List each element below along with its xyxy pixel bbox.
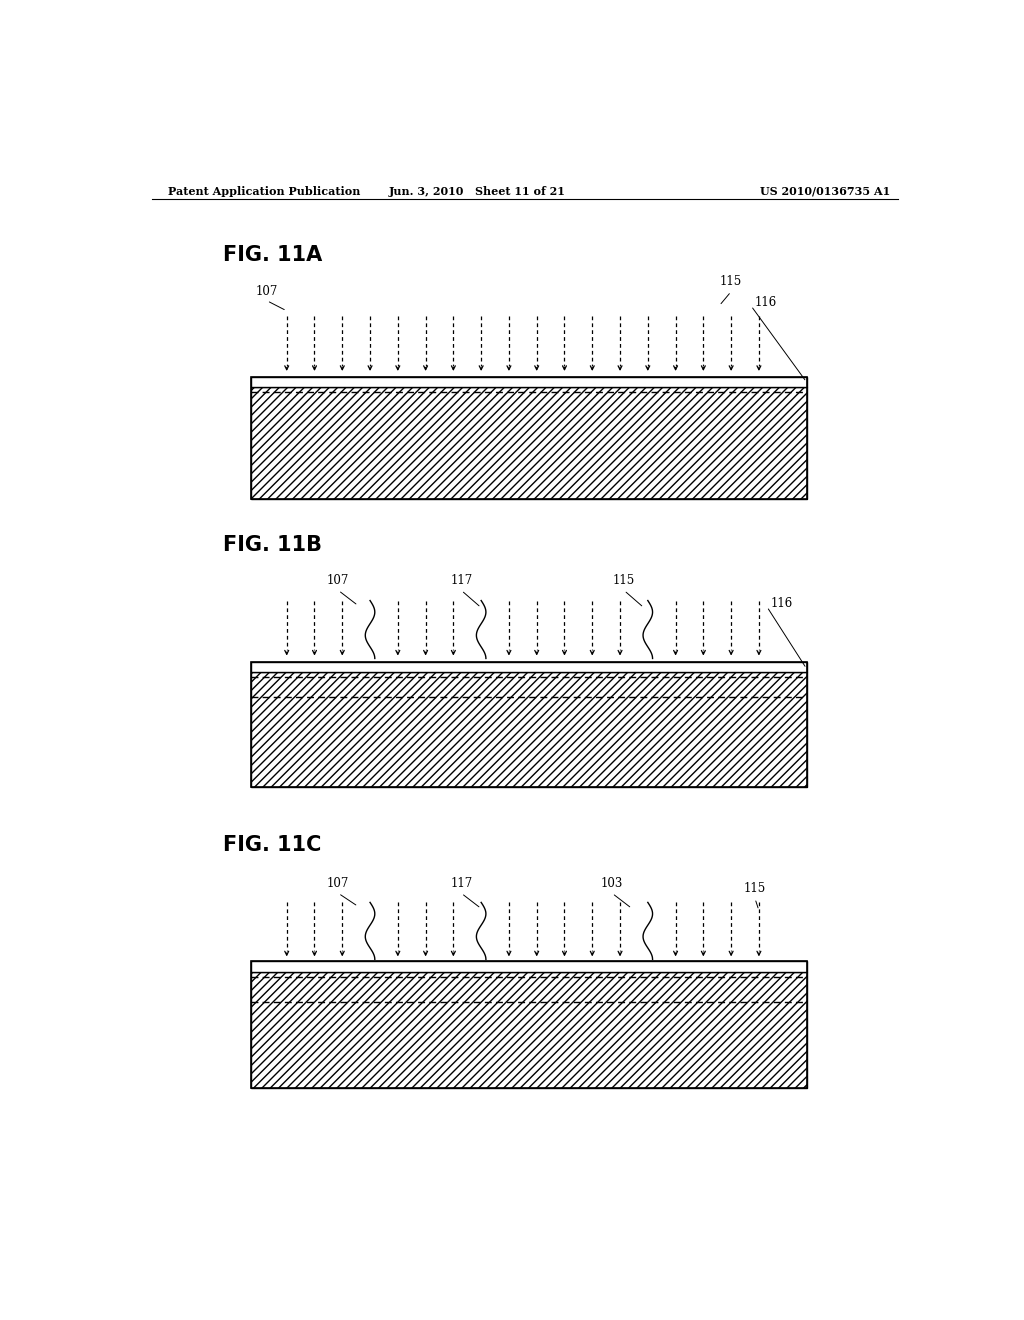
Bar xyxy=(251,661,807,672)
Bar xyxy=(251,961,807,1089)
Text: 117: 117 xyxy=(451,878,472,890)
Text: 117: 117 xyxy=(451,574,472,587)
Text: 115: 115 xyxy=(613,574,635,587)
Text: 115: 115 xyxy=(743,882,766,895)
Bar xyxy=(251,387,807,499)
Bar xyxy=(251,661,807,787)
Text: 107: 107 xyxy=(327,878,349,890)
Text: 116: 116 xyxy=(755,296,777,309)
Text: 107: 107 xyxy=(327,574,349,587)
Text: 115: 115 xyxy=(720,276,742,289)
Bar xyxy=(251,972,807,1089)
Text: FIG. 11C: FIG. 11C xyxy=(223,834,322,854)
Text: Jun. 3, 2010   Sheet 11 of 21: Jun. 3, 2010 Sheet 11 of 21 xyxy=(389,186,565,197)
Bar xyxy=(251,378,807,499)
Bar xyxy=(251,672,807,787)
Text: FIG. 11A: FIG. 11A xyxy=(223,246,323,265)
Bar xyxy=(251,378,807,387)
Bar xyxy=(251,961,807,972)
Text: Patent Application Publication: Patent Application Publication xyxy=(168,186,360,197)
Text: 116: 116 xyxy=(771,597,793,610)
Text: FIG. 11B: FIG. 11B xyxy=(223,535,323,554)
Text: US 2010/0136735 A1: US 2010/0136735 A1 xyxy=(760,186,890,197)
Text: 103: 103 xyxy=(601,878,624,890)
Text: 107: 107 xyxy=(256,285,279,297)
